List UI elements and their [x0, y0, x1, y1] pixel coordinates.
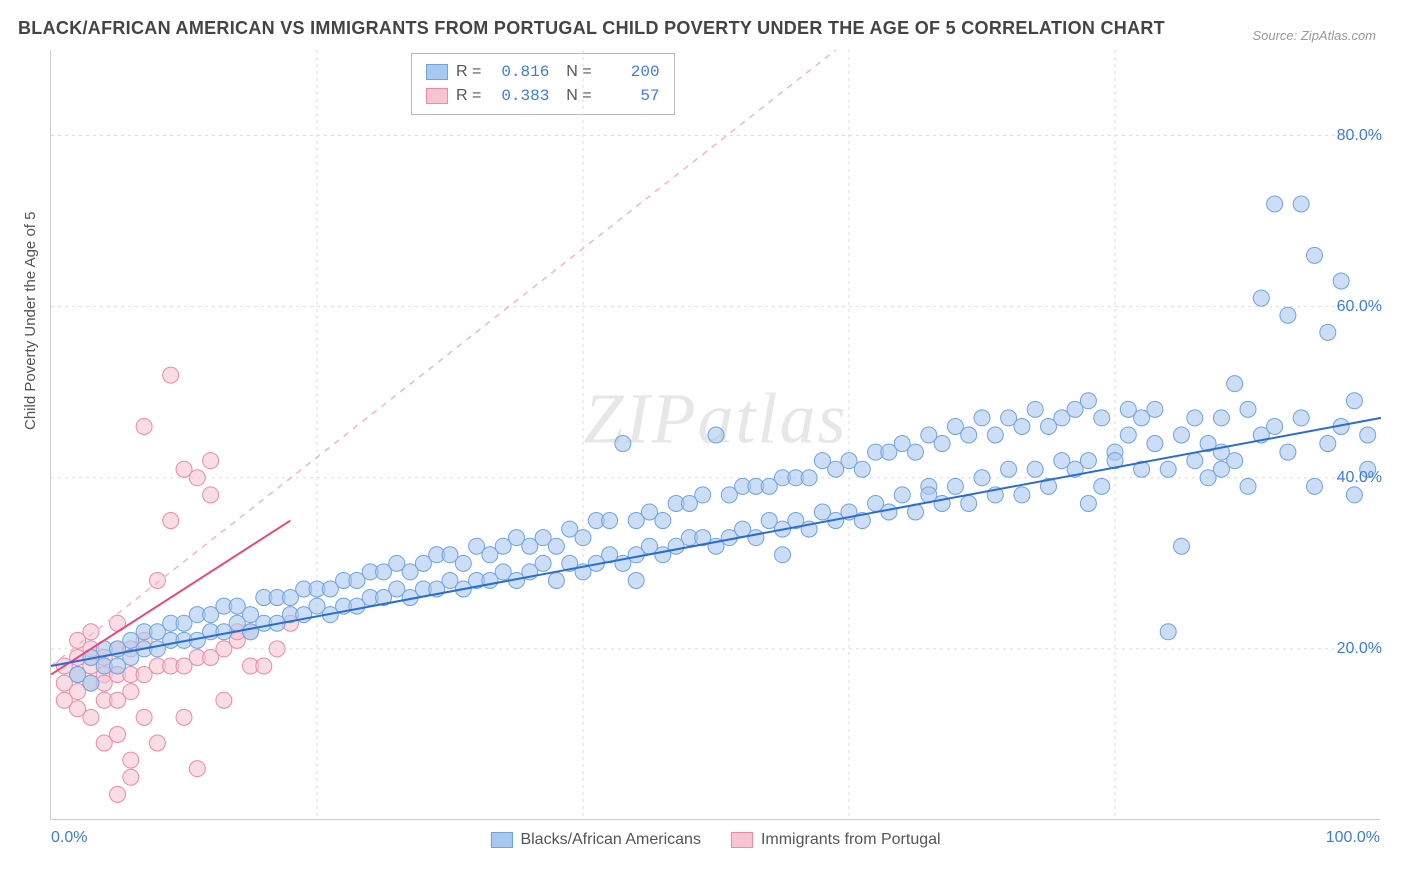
- legend-label: Immigrants from Portugal: [761, 831, 941, 849]
- chart-title: BLACK/AFRICAN AMERICAN VS IMMIGRANTS FRO…: [18, 18, 1165, 39]
- chart-svg: [51, 50, 1380, 819]
- y-axis-label: Child Poverty Under the Age of 5: [22, 212, 39, 430]
- y-tick-label: 20.0%: [1337, 640, 1382, 658]
- y-tick-label: 80.0%: [1337, 127, 1382, 145]
- x-tick-label: 0.0%: [51, 829, 87, 847]
- swatch-icon: [731, 832, 753, 848]
- legend-item: Immigrants from Portugal: [731, 831, 941, 849]
- x-tick-label: 100.0%: [1326, 829, 1380, 847]
- y-tick-label: 40.0%: [1337, 469, 1382, 487]
- legend-label: Blacks/African Americans: [520, 831, 701, 849]
- plot-area: ZIPatlas R = 0.816 N = 200 R = 0.383 N =…: [50, 50, 1380, 820]
- y-tick-label: 60.0%: [1337, 298, 1382, 316]
- source-attribution: Source: ZipAtlas.com: [1252, 28, 1376, 43]
- legend-item: Blacks/African Americans: [490, 831, 701, 849]
- legend-series: Blacks/African Americans Immigrants from…: [490, 831, 940, 849]
- swatch-icon: [490, 832, 512, 848]
